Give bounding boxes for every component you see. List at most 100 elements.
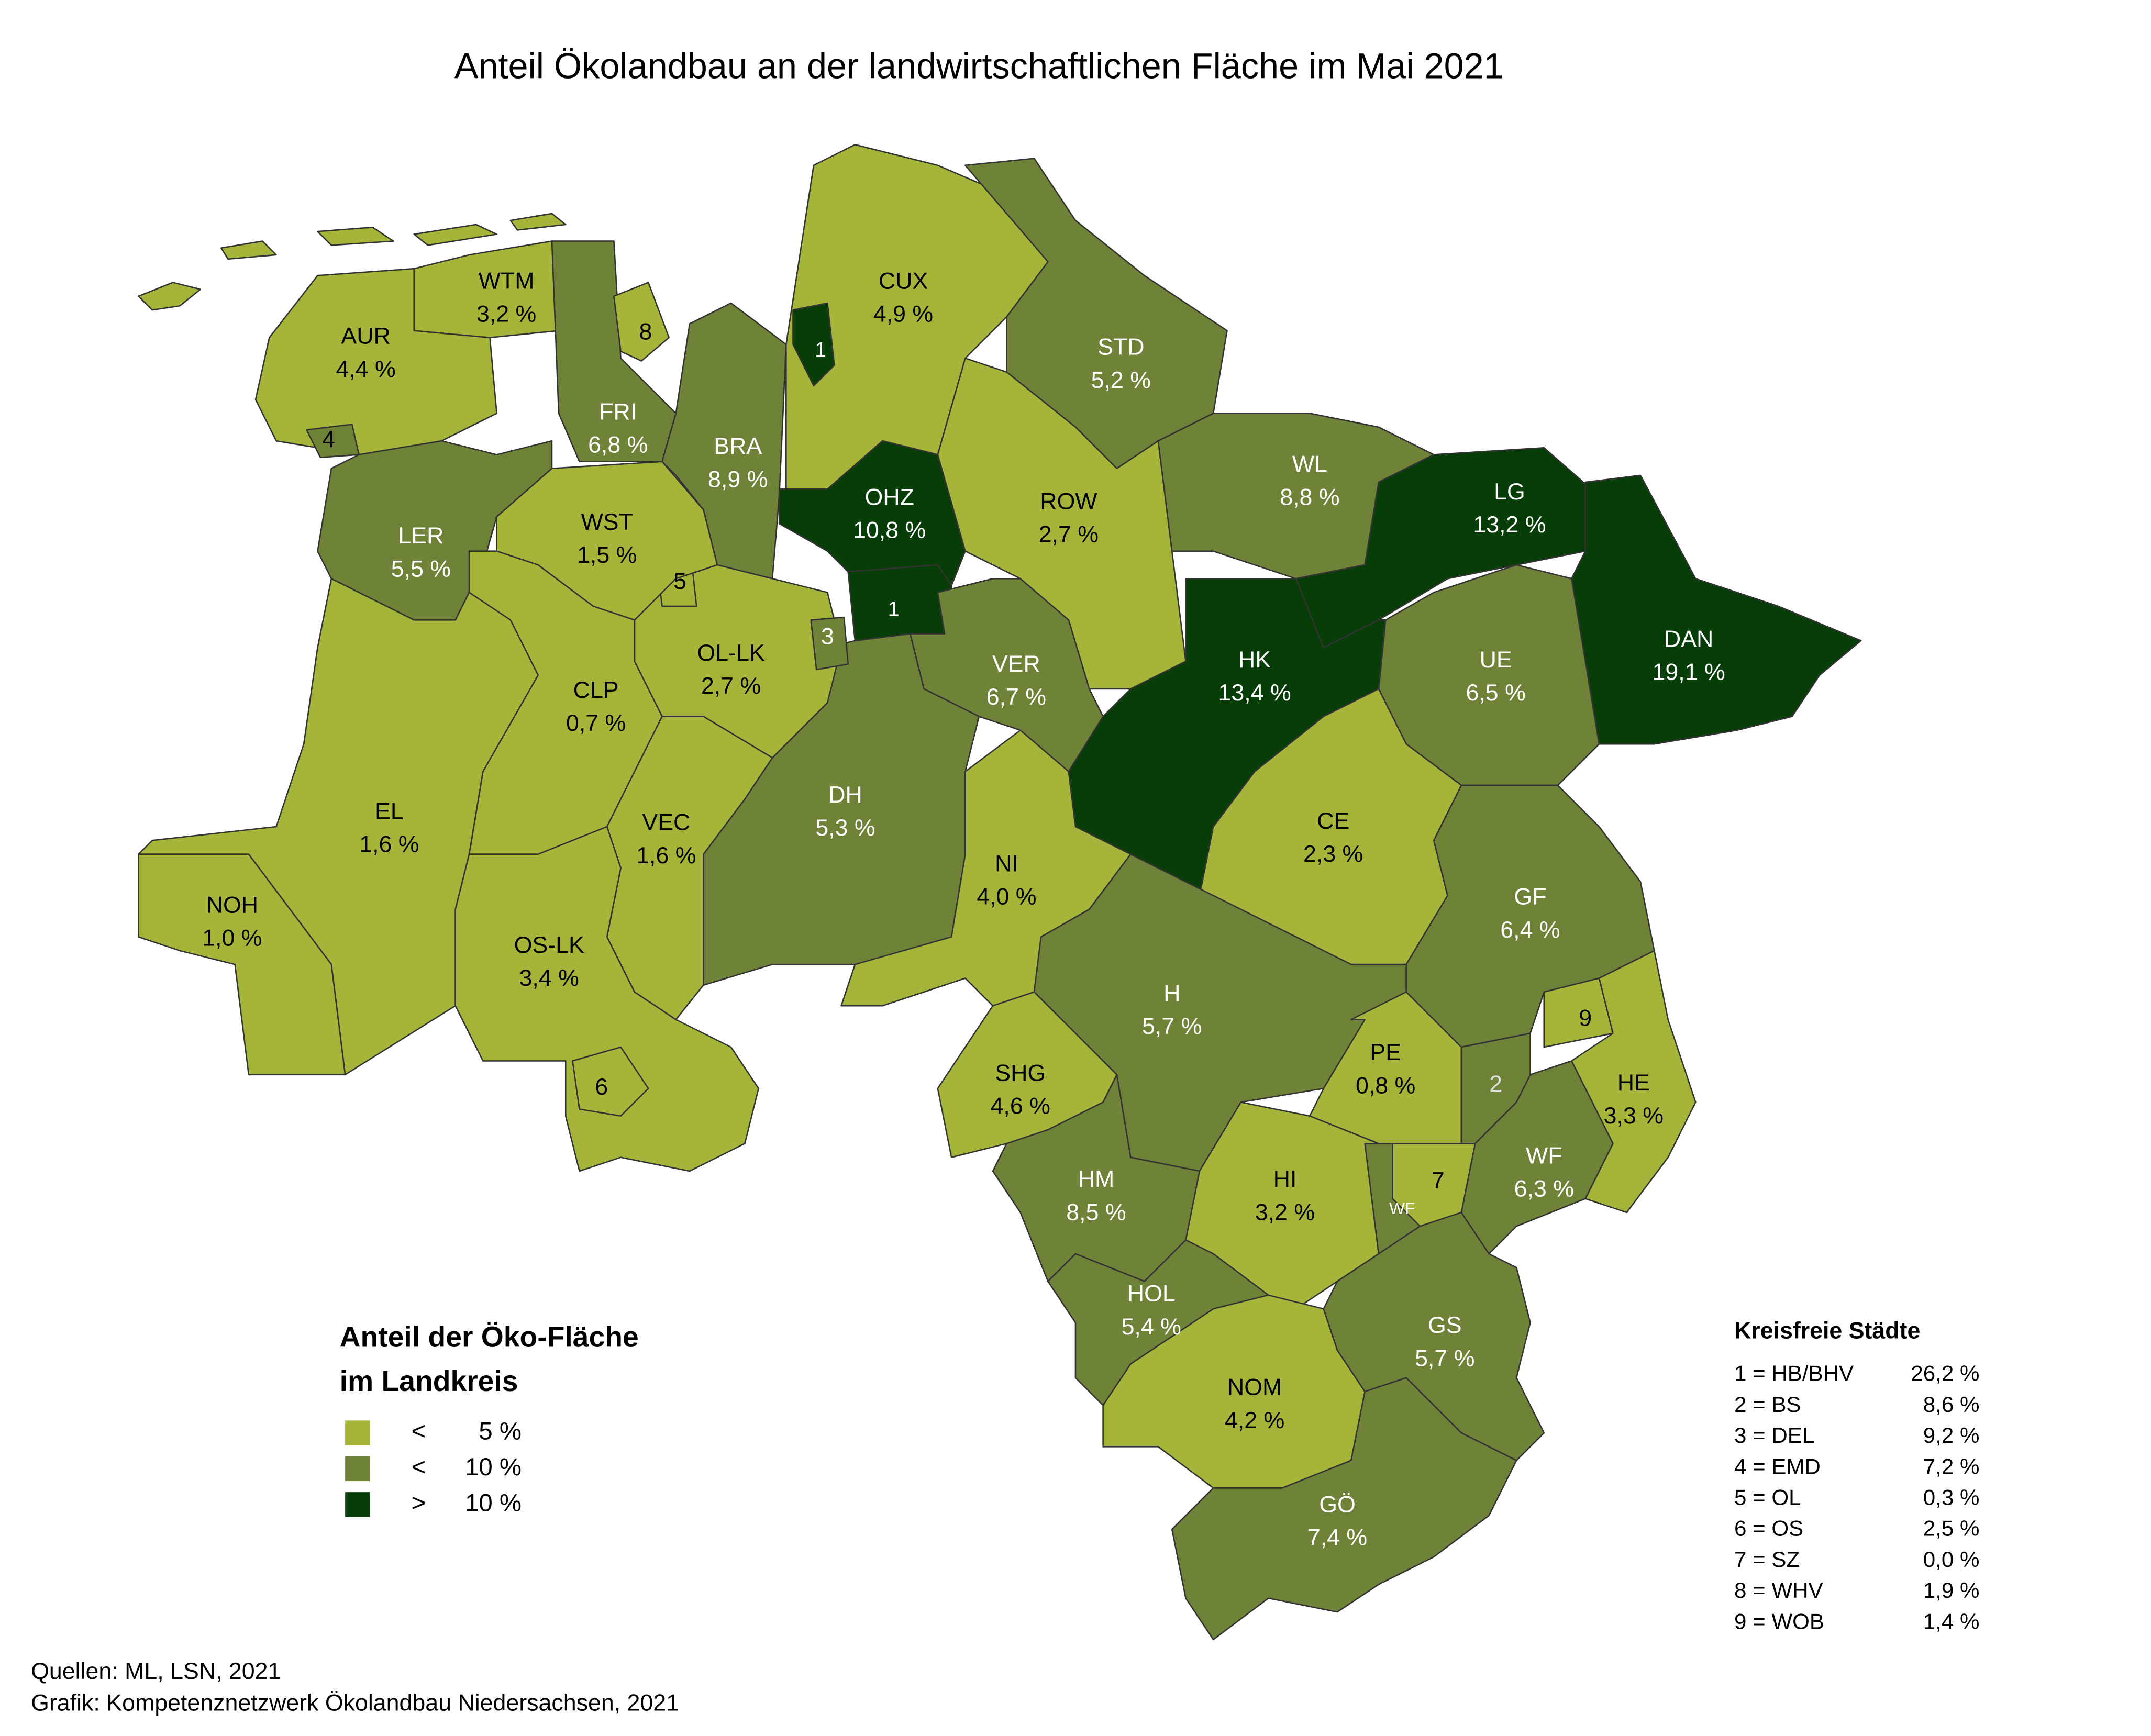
region-code: PE bbox=[1370, 1040, 1401, 1065]
city-marker: 4 bbox=[322, 427, 335, 452]
island bbox=[138, 282, 202, 311]
region-value: 5,2 % bbox=[1091, 368, 1151, 393]
legend-title: Anteil der Öko-Fläche bbox=[340, 1321, 639, 1353]
region-code: CE bbox=[1317, 808, 1349, 834]
region-code: AUR bbox=[341, 324, 390, 349]
region-value: 3,2 % bbox=[1255, 1199, 1315, 1225]
region-code: FRI bbox=[599, 399, 637, 425]
region bbox=[1571, 950, 1697, 1214]
region-code: WST bbox=[581, 509, 633, 535]
region-value: 6,8 % bbox=[588, 432, 648, 458]
region-value: 1,5 % bbox=[577, 542, 637, 568]
region-code: HM bbox=[1078, 1166, 1115, 1192]
region-value: 3,3 % bbox=[1604, 1103, 1664, 1129]
region-code: LER bbox=[398, 523, 443, 549]
region-code: WF bbox=[1526, 1143, 1562, 1169]
region bbox=[454, 826, 760, 1172]
region-code: H bbox=[1163, 981, 1180, 1006]
region-value: 5,5 % bbox=[391, 556, 451, 582]
region-value: 2,3 % bbox=[1303, 841, 1363, 867]
region bbox=[613, 282, 670, 362]
source-line: Grafik: Kompetenznetzwerk Ökolandbau Nie… bbox=[31, 1690, 679, 1716]
city-marker: 5 bbox=[673, 569, 686, 594]
city-value: 0,0 % bbox=[1923, 1547, 1980, 1572]
region bbox=[572, 1046, 649, 1117]
city-table: Kreisfreie Städte 1 = HB/BHV 26,2 % 2 = BS 8… bbox=[1734, 1318, 1979, 1634]
island bbox=[509, 213, 567, 231]
city-name: 7 = SZ bbox=[1734, 1547, 1800, 1572]
region-code: HI bbox=[1273, 1166, 1297, 1192]
island bbox=[317, 226, 394, 246]
city-value: 0,3 % bbox=[1923, 1485, 1980, 1509]
region bbox=[138, 853, 346, 1076]
city-value: 9,2 % bbox=[1923, 1423, 1980, 1448]
region-value: 1,6 % bbox=[359, 832, 419, 858]
region-value: 3,4 % bbox=[519, 965, 579, 991]
region-value: 2,7 % bbox=[701, 673, 761, 699]
legend-operator: > bbox=[411, 1489, 426, 1517]
city-name: 5 = OL bbox=[1734, 1485, 1801, 1509]
legend: Anteil der Öko-Fläche im Landkreis < 5 % < 10… bbox=[340, 1321, 639, 1517]
sources: Quellen: ML, LSN, 2021 Grafik: Kompetenzn… bbox=[31, 1659, 679, 1716]
city-value: 2,5 % bbox=[1923, 1516, 1980, 1541]
legend-swatch bbox=[345, 1492, 370, 1517]
region-value: 1,6 % bbox=[636, 843, 696, 869]
region-value: 2,7 % bbox=[1039, 522, 1099, 548]
region bbox=[138, 578, 539, 1076]
region-code: OS-LK bbox=[514, 932, 584, 958]
region-code: ROW bbox=[1040, 488, 1097, 514]
region-value: 6,7 % bbox=[986, 684, 1046, 710]
region-value: 5,7 % bbox=[1415, 1345, 1474, 1371]
region-code: STD bbox=[1097, 335, 1144, 360]
region-value: 1,0 % bbox=[202, 926, 262, 951]
city-marker: 1 bbox=[815, 339, 826, 362]
region-code: OL-LK bbox=[697, 640, 764, 666]
region-code: HOL bbox=[1127, 1281, 1176, 1307]
city-name: 1 = HB/BHV bbox=[1734, 1361, 1854, 1386]
region-code: CLP bbox=[573, 677, 619, 703]
region-value: 7,4 % bbox=[1307, 1524, 1367, 1550]
city-value: 1,9 % bbox=[1923, 1578, 1980, 1603]
region-value: 0,7 % bbox=[566, 710, 626, 736]
region-value: 6,3 % bbox=[1514, 1176, 1574, 1202]
region bbox=[1323, 1211, 1545, 1461]
region-code: VER bbox=[992, 651, 1040, 677]
region-code: DH bbox=[828, 782, 862, 808]
region-value: 8,9 % bbox=[708, 466, 768, 492]
city-name: 2 = BS bbox=[1734, 1392, 1801, 1417]
region bbox=[1405, 784, 1655, 1048]
city-marker: 9 bbox=[1579, 1005, 1592, 1031]
city-name: 8 = WHV bbox=[1734, 1578, 1823, 1603]
region-value: 4,0 % bbox=[977, 884, 1036, 910]
region-value: 8,8 % bbox=[1280, 485, 1339, 510]
city-value: 26,2 % bbox=[1911, 1361, 1979, 1386]
region-value: 4,9 % bbox=[873, 301, 933, 327]
region-value: 6,4 % bbox=[1500, 917, 1560, 943]
region-code: WL bbox=[1292, 451, 1327, 477]
city-name: 9 = WOB bbox=[1734, 1609, 1824, 1633]
region-labels: AUR 4,4 % WTM 3,2 % CUX 4,9 % STD 5,2 % FRI 6,8 %… bbox=[202, 268, 1725, 1550]
region-code: OHZ bbox=[865, 485, 914, 510]
region-value: 10,8 % bbox=[853, 518, 926, 543]
region-code: GS bbox=[1428, 1312, 1462, 1338]
legend-value: 10 % bbox=[465, 1453, 522, 1481]
region-code: GF bbox=[1514, 884, 1546, 910]
region-code: NOM bbox=[1227, 1375, 1282, 1400]
region-code: WTM bbox=[479, 268, 535, 294]
region-code: HK bbox=[1238, 647, 1271, 673]
region-code: NOH bbox=[206, 893, 258, 918]
region-code: EL bbox=[375, 799, 404, 825]
region-value: 13,4 % bbox=[1218, 680, 1291, 706]
legend-operator: < bbox=[411, 1418, 426, 1445]
city-marker: WF bbox=[1389, 1199, 1415, 1218]
legend-value: 10 % bbox=[465, 1489, 522, 1517]
city-marker: 7 bbox=[1432, 1168, 1445, 1194]
region-code: SHG bbox=[995, 1061, 1046, 1086]
map-title: Anteil Ökolandbau an der landwirtschaftl… bbox=[454, 47, 1504, 86]
island bbox=[413, 224, 497, 246]
region bbox=[306, 424, 360, 459]
region bbox=[1295, 447, 1600, 649]
city-name: 4 = EMD bbox=[1734, 1454, 1821, 1478]
